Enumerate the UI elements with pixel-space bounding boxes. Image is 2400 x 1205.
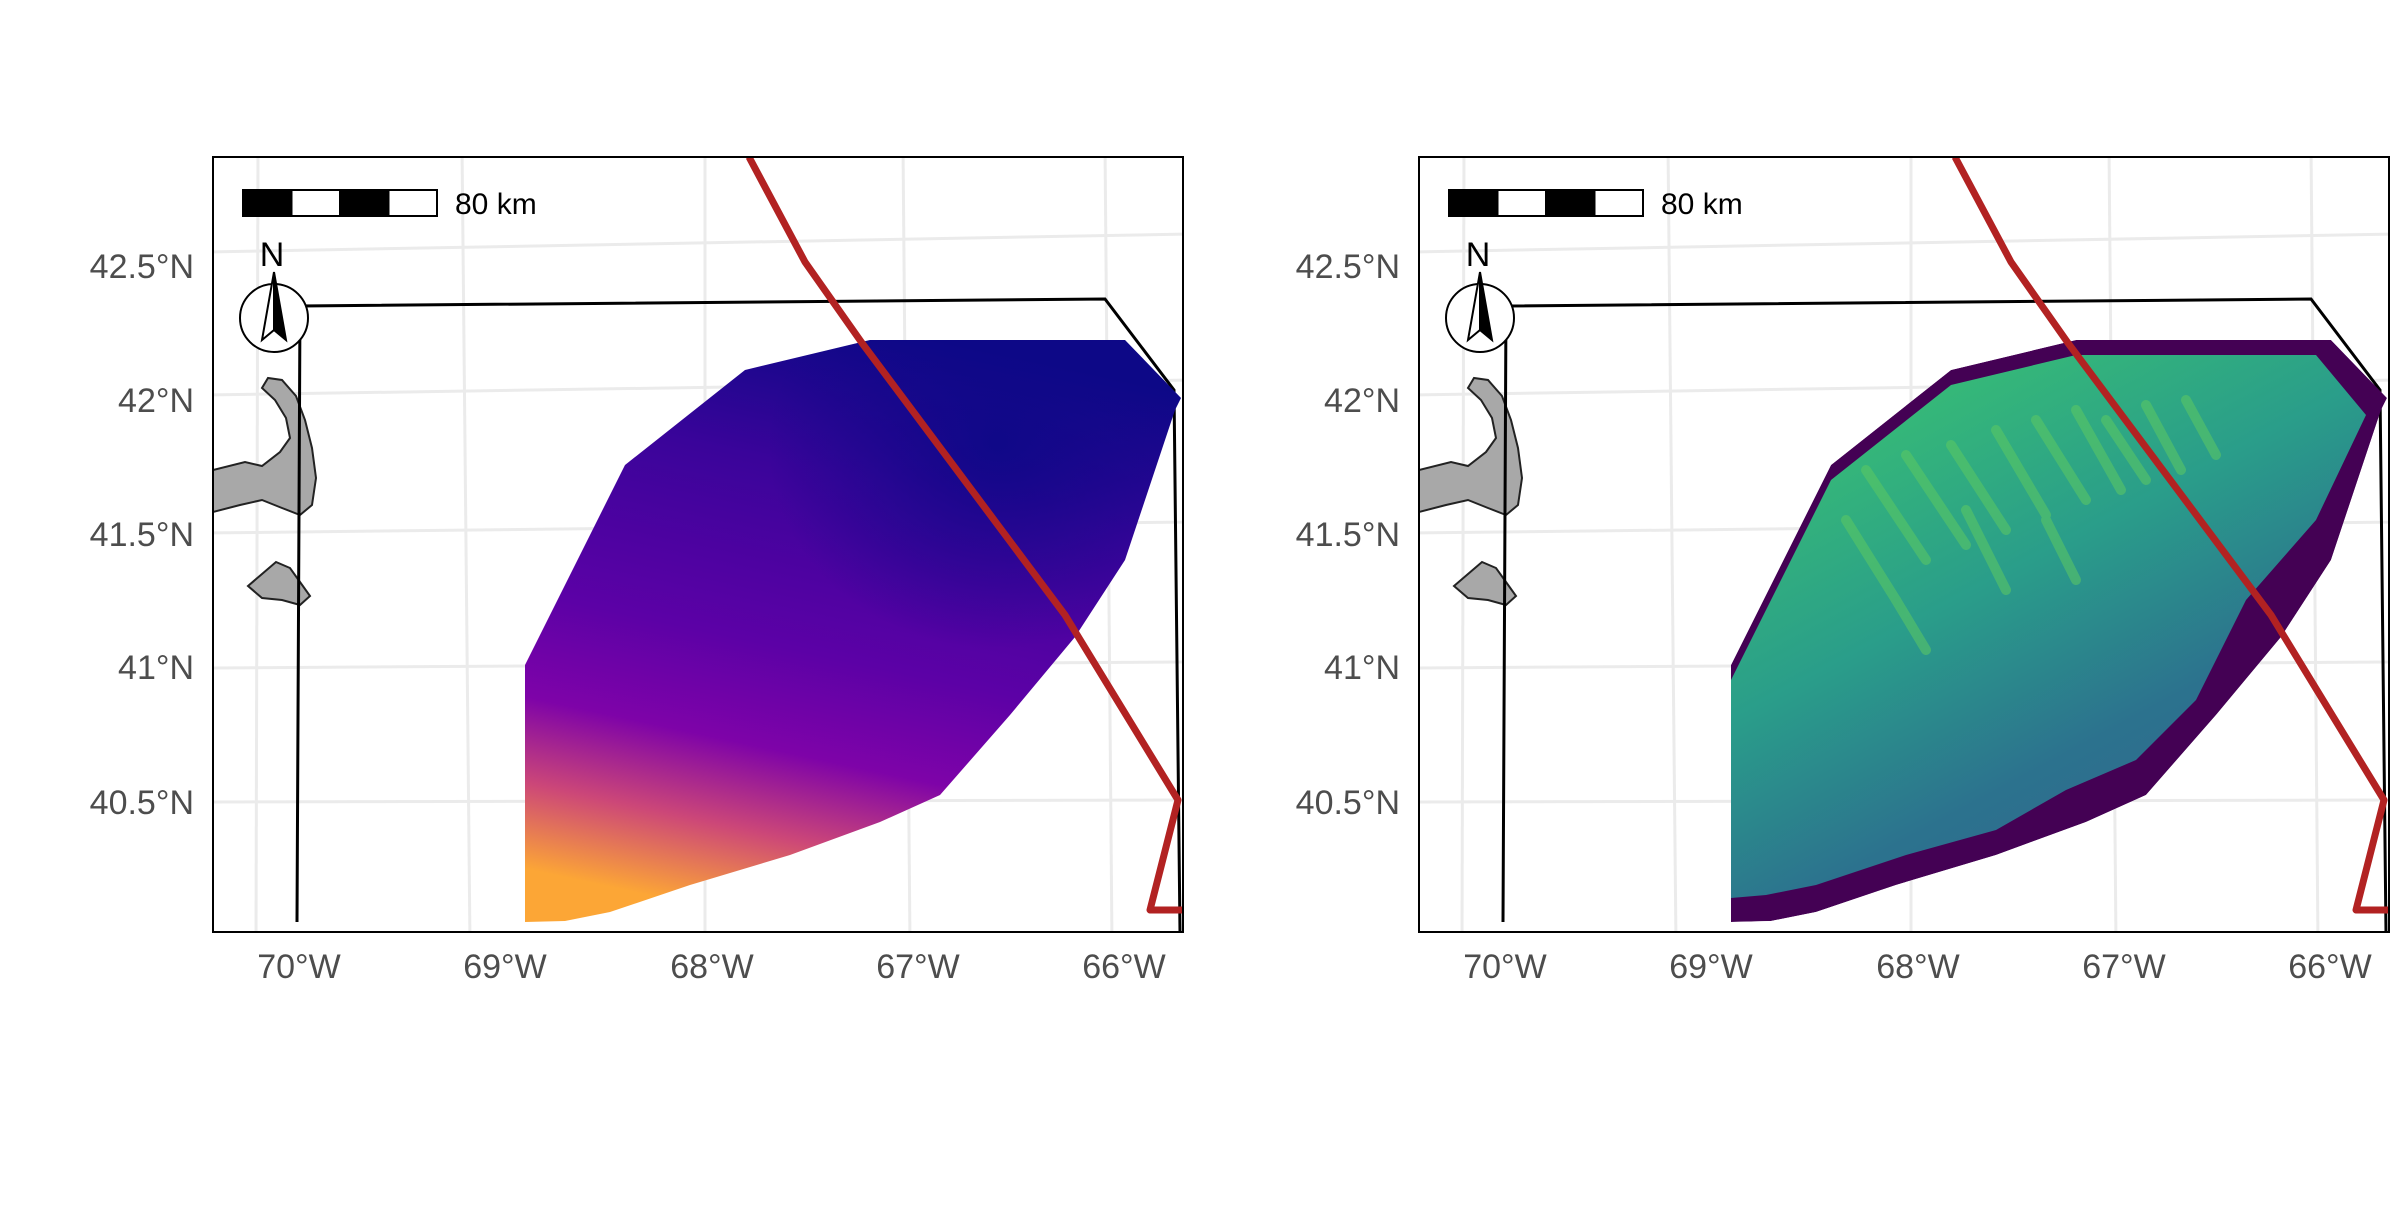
y-tick-label: 41°N — [118, 649, 194, 687]
y-tick-label: 42.5°N — [1296, 248, 1400, 286]
north-arrow-label: N — [1466, 236, 1491, 274]
ridge — [2041, 515, 2081, 585]
x-tick-label: 67°W — [2082, 948, 2166, 986]
nantucket-land — [246, 560, 312, 607]
north-arrow-east — [1479, 271, 1494, 343]
north-arrow: N — [239, 236, 309, 353]
boundary-line — [745, 157, 1183, 914]
graticule-line — [1419, 232, 2389, 254]
y-tick-label: 40.5°N — [1296, 784, 1400, 822]
scale-bar-segment — [1496, 189, 1547, 217]
ridge — [1901, 450, 1971, 550]
scale-bar: 80 km — [242, 188, 537, 221]
axis-labels: 70°W 69°W 68°W 67°W 66°W 42.5°N 42°N 41.5°N 41°N… — [1296, 248, 2372, 986]
ridge — [1841, 515, 1901, 605]
plot-area — [1419, 157, 2389, 932]
x-tick-label: 68°W — [1876, 948, 1960, 986]
panel-border — [1418, 156, 2390, 933]
scale-bar-label: 80 km — [455, 188, 537, 221]
y-tick-label: 42°N — [1324, 382, 1400, 420]
axis-labels: 70°W 69°W 68°W 67°W 66°W 42.5°N 42°N 41.5°N 41°N… — [90, 248, 1166, 986]
x-tick-label: 70°W — [257, 948, 341, 986]
scale-bar-segment — [1545, 189, 1596, 217]
y-tick-label: 40.5°N — [90, 784, 194, 822]
scale-bar-segment — [290, 189, 341, 217]
scale-bar-segment — [242, 189, 293, 217]
scale-bar-label: 80 km — [1661, 188, 1743, 221]
ridge-texture — [1841, 395, 2221, 655]
plot-area — [213, 157, 1183, 932]
ridge — [2141, 400, 2186, 475]
x-tick-label: 66°W — [1082, 948, 1166, 986]
north-arrow-east — [273, 271, 288, 343]
ridge — [1861, 465, 1931, 565]
cape-cod-land — [1419, 376, 1524, 517]
raster-shade — [525, 340, 1181, 922]
raster-fill-group — [1731, 340, 2387, 922]
graticule-line — [1460, 157, 1466, 932]
graticule-line — [213, 232, 1183, 254]
north-arrow: N — [1445, 236, 1515, 353]
region-outline — [1501, 297, 2388, 932]
graticule-line — [254, 157, 260, 932]
map-panel-right: 80 km N 70°W 69°W 68°W 67°W 66°W 42.5°N 42°N 41.5… — [1206, 0, 2400, 1200]
scale-bar-segment — [387, 189, 438, 217]
ridge — [2071, 405, 2126, 495]
ridge — [2181, 395, 2221, 460]
map-svg: 80 km N 70°W 69°W 68°W 67°W 66°W 42.5°N 42°N 41.5… — [90, 156, 1184, 986]
x-tick-label: 69°W — [1669, 948, 1753, 986]
map-svg: 80 km N 70°W 69°W 68°W 67°W 66°W 42.5°N 42°N 41.5… — [1296, 156, 2390, 986]
panel-border — [212, 156, 1184, 933]
y-tick-label: 41.5°N — [90, 516, 194, 554]
y-tick-label: 41°N — [1324, 649, 1400, 687]
x-tick-label: 68°W — [670, 948, 754, 986]
ridge — [1891, 595, 1931, 655]
ridge — [2031, 415, 2091, 505]
land-masses — [213, 376, 318, 607]
region-outline — [295, 297, 1182, 932]
graticule-line — [1666, 157, 1678, 932]
ridge — [2101, 415, 2151, 485]
ridge — [1961, 505, 2011, 595]
north-arrow-label: N — [260, 236, 285, 274]
x-tick-label: 69°W — [463, 948, 547, 986]
boundary-line — [1951, 157, 2389, 914]
ridge — [1991, 425, 2051, 520]
y-tick-label: 42°N — [118, 382, 194, 420]
y-tick-label: 42.5°N — [90, 248, 194, 286]
raster-fill — [1731, 355, 2366, 898]
x-tick-label: 67°W — [876, 948, 960, 986]
cape-cod-land — [213, 376, 318, 517]
scale-bar: 80 km — [1448, 188, 1743, 221]
land-masses — [1419, 376, 1524, 607]
ridge — [1946, 440, 2011, 535]
y-tick-label: 41.5°N — [1296, 516, 1400, 554]
nantucket-land — [1452, 560, 1518, 607]
scale-bar-segment — [339, 189, 390, 217]
graticule-line — [460, 157, 472, 932]
map-panel-left: 80 km N 70°W 69°W 68°W 67°W 66°W 42.5°N 42°N 41.5… — [0, 0, 1200, 1200]
x-tick-label: 70°W — [1463, 948, 1547, 986]
x-tick-label: 66°W — [2288, 948, 2372, 986]
scale-bar-segment — [1448, 189, 1499, 217]
scale-bar-segment — [1593, 189, 1644, 217]
